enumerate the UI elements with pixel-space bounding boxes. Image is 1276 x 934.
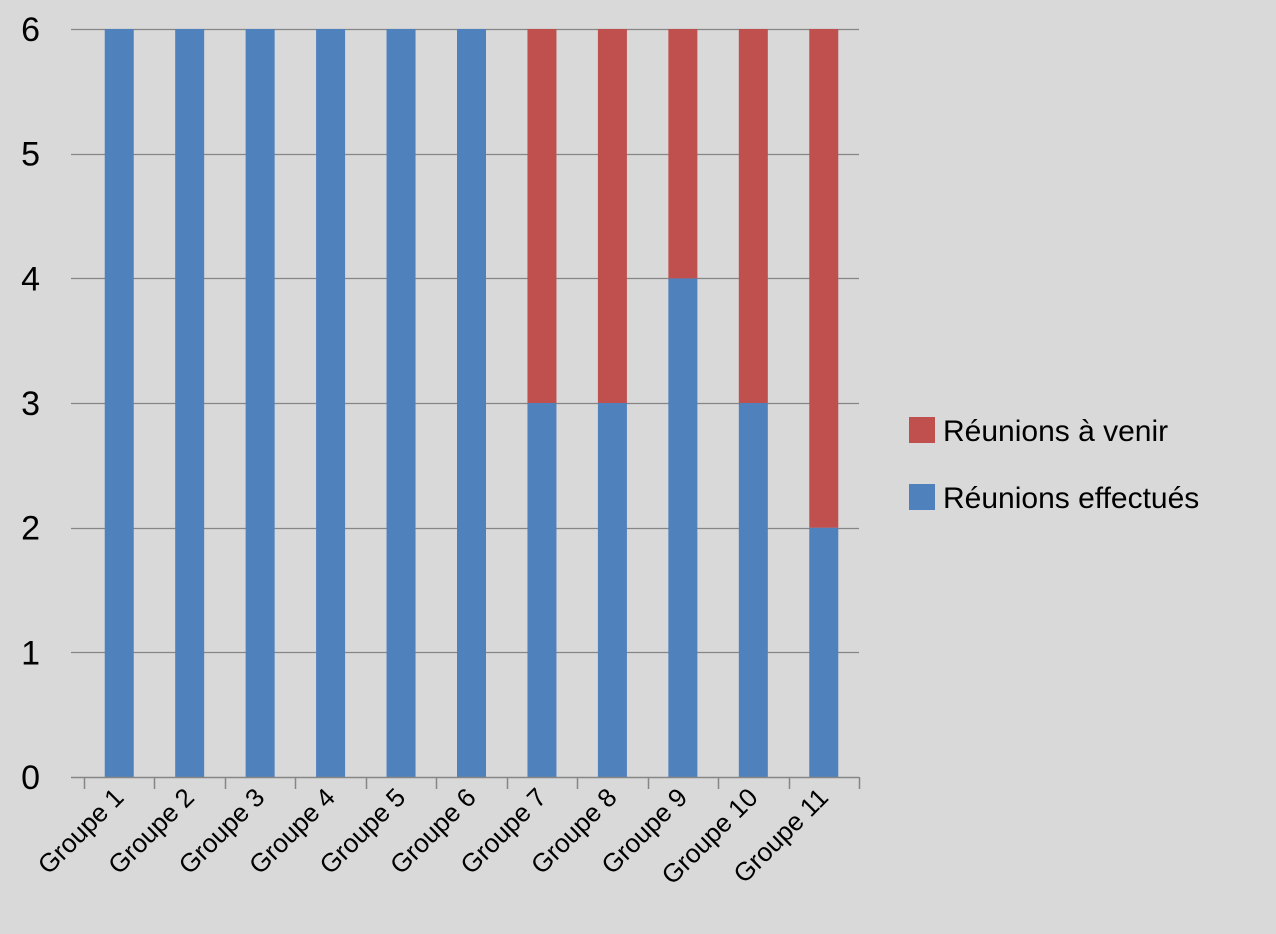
bar-segment-effectues: [809, 527, 839, 777]
legend: Réunions à venir Réunions effectués: [909, 415, 1199, 515]
axes: [71, 776, 861, 789]
bar-segment-effectues: [316, 29, 346, 777]
bar-segment-effectues: [668, 278, 698, 777]
bar-segment-a-venir: [738, 29, 768, 403]
bar-segment-effectues: [597, 403, 627, 777]
y-tick-label: 5: [21, 136, 40, 174]
bar-segment-a-venir: [527, 29, 557, 403]
y-tick-label: 4: [21, 260, 40, 298]
legend-swatch: [909, 484, 935, 510]
y-tick-label: 2: [21, 510, 40, 548]
bar-segment-effectues: [527, 403, 557, 777]
y-tick-label: 3: [21, 385, 40, 423]
bar-segment-effectues: [245, 29, 275, 777]
y-tick-label: 1: [21, 634, 40, 672]
legend-swatch: [909, 417, 935, 443]
bar-segment-a-venir: [668, 29, 698, 279]
bar-segment-effectues: [104, 29, 134, 777]
y-axis-tick-labels: 0 1 2 3 4 5 6: [21, 11, 40, 797]
bar-segment-effectues: [738, 403, 768, 777]
y-tick-label: 0: [21, 759, 40, 797]
bar-segment-effectues: [457, 29, 486, 777]
legend-label: Réunions à venir: [943, 415, 1168, 448]
bars: [104, 29, 839, 777]
bar-segment-a-venir: [809, 29, 839, 528]
bar-segment-effectues: [175, 29, 205, 777]
bar-segment-effectues: [386, 29, 416, 777]
legend-label: Réunions effectués: [943, 482, 1199, 515]
y-tick-label: 6: [21, 11, 40, 49]
bar-segment-a-venir: [597, 29, 627, 403]
